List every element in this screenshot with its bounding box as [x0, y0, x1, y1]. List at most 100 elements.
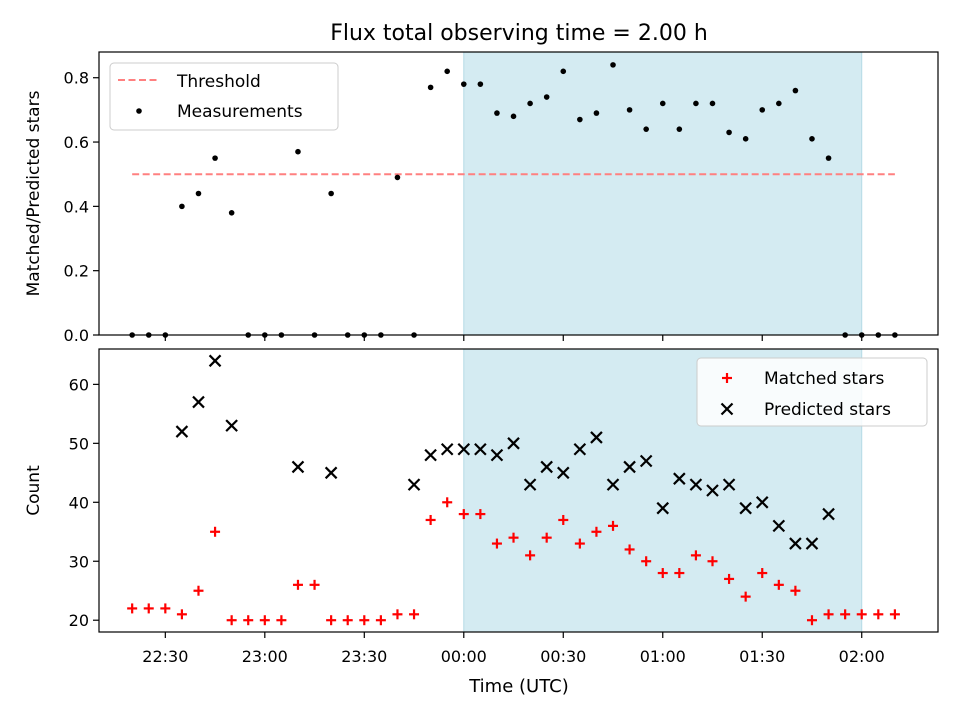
bottom-predicted-stars-point [673, 472, 686, 485]
bottom-matched-stars-point [840, 609, 851, 620]
bottom-predicted-stars-point [457, 442, 471, 456]
bottom-legend: Matched stars Predicted stars [696, 357, 928, 427]
legend-box [696, 357, 928, 427]
bottom-matched-stars-point [259, 615, 270, 626]
top-measurements-point [825, 155, 832, 161]
bottom-predicted-stars-point-b [656, 501, 670, 515]
bottom-predicted-stars-point-b [540, 460, 553, 474]
bottom-matched-stars-point [525, 550, 536, 561]
top-measurements-point [394, 174, 401, 181]
x-tick-label: 22:30 [142, 647, 188, 666]
bottom-matched-stars-point [541, 532, 552, 543]
bottom-matched-stars-point [193, 585, 204, 596]
bottom-predicted-stars-point-b [490, 448, 504, 462]
bottom-matched-stars-point [707, 556, 718, 567]
bottom-predicted-stars-point [424, 448, 437, 462]
bottom-predicted-stars-point-b [689, 478, 703, 491]
bottom-predicted-stars-point-b [755, 496, 769, 509]
bottom-matched-stars-point [243, 615, 254, 626]
bottom-y-tick-label: 40 [69, 493, 89, 512]
bottom-predicted-stars-point-b [407, 478, 421, 491]
bottom-matched-stars-point [276, 615, 287, 626]
bottom-predicted-stars-point-b [772, 519, 786, 533]
bottom-predicted-stars-point-b [440, 442, 454, 456]
top-measurements-point [726, 129, 732, 136]
bottom-matched-stars-point [591, 526, 602, 537]
legend-predicted-label: Predicted stars [764, 400, 891, 420]
bottom-predicted-stars-point [805, 537, 819, 550]
bottom-predicted-stars-point [507, 437, 520, 450]
bottom-predicted-stars-point [722, 478, 736, 491]
chart-title: Flux total observing time = 2.00 h [330, 21, 708, 46]
bottom-matched-stars-point [491, 538, 502, 549]
bottom-matched-stars-point [823, 609, 834, 620]
top-observing-span [463, 51, 863, 336]
top-measurements-point [212, 155, 218, 161]
bottom-y-tick-label: 50 [69, 434, 89, 453]
legend-threshold-label: Threshold [176, 72, 261, 92]
bottom-predicted-stars-point [789, 537, 802, 550]
bottom-matched-stars-point [210, 526, 221, 537]
bottom-predicted-stars-point [175, 425, 189, 438]
bottom-predicted-stars-point [739, 501, 752, 515]
legend-measurements-label: Measurements [177, 102, 303, 122]
bottom-predicted-stars-point-b [822, 507, 835, 521]
top-panel: 0.0 0.2 0.4 0.6 0.8 Matched/Predicted stars Th… [24, 51, 939, 345]
top-measurements-point [427, 84, 434, 91]
top-y-tick-label: 0.8 [64, 69, 89, 88]
top-measurements-point [643, 126, 649, 132]
bottom-matched-stars-point [657, 568, 668, 579]
legend-box [109, 62, 339, 131]
top-measurements-point [776, 100, 782, 107]
x-tick-label: 01:00 [640, 647, 686, 666]
x-tick-label: 23:00 [242, 647, 288, 666]
top-measurements-point [593, 110, 600, 116]
bottom-y-tick-label: 60 [69, 375, 89, 394]
legend-matched-swatch [722, 373, 732, 383]
top-measurements-point [494, 110, 500, 116]
bottom-predicted-stars-point-b [706, 484, 719, 497]
top-measurements-point [444, 68, 451, 75]
top-legend: Threshold Measurements [109, 62, 339, 131]
top-y-axis-label: Matched/Predicted stars [24, 90, 44, 296]
x-tick-label: 00:30 [540, 647, 586, 666]
top-y-tick-label: 0.4 [64, 197, 89, 216]
bottom-matched-stars-point [176, 609, 187, 620]
bottom-matched-stars-point [458, 509, 469, 520]
bottom-predicted-stars-point [772, 519, 786, 533]
top-measurements-point [676, 126, 683, 132]
bottom-predicted-stars-point [324, 466, 338, 480]
legend-matched-label: Matched stars [764, 369, 884, 389]
bottom-predicted-stars-point [291, 460, 305, 474]
bottom-matched-stars-point [773, 579, 784, 590]
top-measurements-point [179, 203, 185, 210]
top-measurements-point [527, 100, 533, 107]
bottom-predicted-stars-point-b [639, 454, 653, 468]
bottom-predicted-stars-point [474, 442, 487, 456]
bottom-predicted-stars-point-b [556, 466, 570, 480]
x-axis-label: Time (UTC) [468, 676, 569, 697]
bottom-predicted-stars-point-b [474, 442, 487, 456]
bottom-matched-stars-point [558, 514, 569, 525]
bottom-matched-stars-point [790, 585, 801, 596]
bottom-matched-stars-point [724, 573, 735, 584]
bottom-matched-stars-point [608, 520, 619, 531]
bottom-y-axis-label: Count [24, 465, 44, 516]
top-axes-frame [98, 51, 939, 336]
bottom-predicted-stars-point [606, 478, 620, 491]
top-y-tick-label: 0.6 [64, 133, 89, 152]
top-measurements-point [477, 81, 484, 87]
bottom-matched-stars-point [226, 615, 237, 626]
top-measurements-point [693, 100, 699, 107]
bottom-predicted-stars-point-b [590, 431, 603, 444]
bottom-matched-stars-point [690, 550, 701, 561]
bottom-predicted-stars-point-b [424, 448, 437, 462]
legend-predicted-swatch-b [720, 402, 734, 416]
top-measurements-point [792, 87, 799, 94]
top-measurements-point [460, 81, 467, 87]
bottom-predicted-stars-point [639, 454, 653, 468]
bottom-predicted-stars-point-b [225, 419, 238, 432]
top-measurements-point [543, 94, 550, 100]
bottom-predicted-stars-point-b [739, 501, 752, 515]
